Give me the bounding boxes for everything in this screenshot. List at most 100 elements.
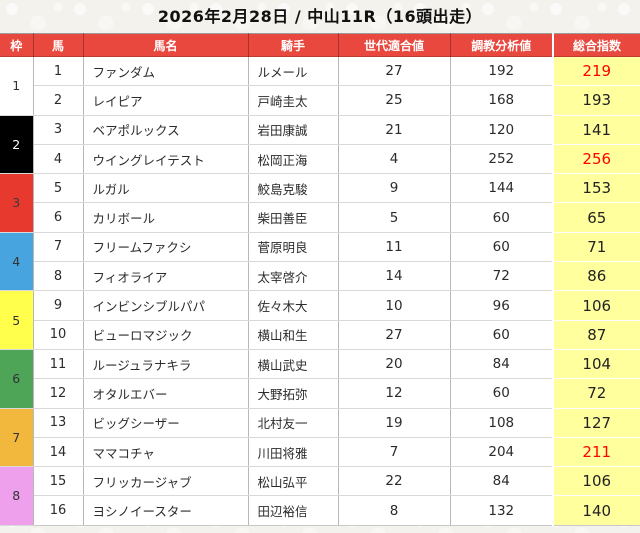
page-title: 2026年2月28日 / 中山11R（16頭出走） — [157, 7, 483, 26]
horse-name-cell: ビューロマジック — [82, 319, 249, 350]
table-row: 8 15 フリッカージャブ 松山弘平 22 84 106 — [0, 466, 640, 526]
col-header-horse: 馬 — [32, 33, 84, 57]
total-index-cell: 87 — [552, 319, 640, 350]
horse-number-cell: 6 — [32, 202, 84, 233]
training-value-cell: 204 — [449, 436, 554, 468]
training-value-cell: 192 — [449, 55, 554, 87]
total-index-cell: 153 — [552, 173, 640, 204]
frame-cell: 2 — [0, 114, 34, 175]
training-value-cell: 120 — [449, 114, 554, 145]
horse-name-cell: フリームファクシ — [82, 231, 249, 263]
generation-value-cell: 11 — [337, 231, 451, 263]
jockey-cell: 戸崎圭太 — [247, 85, 339, 116]
horse-name-cell: フリッカージャブ — [82, 466, 249, 497]
generation-value-cell: 5 — [337, 202, 451, 233]
frame-cell: 5 — [0, 290, 34, 350]
total-index-cell: 219 — [552, 55, 640, 87]
frame-cell: 4 — [0, 231, 34, 292]
training-value-cell: 60 — [449, 319, 554, 350]
generation-value-cell: 25 — [337, 85, 451, 116]
horse-number-cell: 16 — [32, 495, 84, 526]
training-value-cell: 60 — [449, 378, 554, 409]
frame-cell: 1 — [0, 56, 34, 116]
frame-cell: 8 — [0, 466, 34, 526]
table-row: 1 1 ファンダム ルメール 27 192 219 — [0, 55, 640, 116]
horse-number-cell: 15 — [32, 466, 84, 497]
training-value-cell: 60 — [449, 231, 554, 263]
col-header-name: 馬名 — [82, 33, 249, 57]
horse-number-cell: 13 — [32, 407, 84, 438]
jockey-cell: 菅原明良 — [247, 231, 339, 263]
horse-number-cell: 11 — [32, 348, 84, 380]
horse-number-cell: 3 — [32, 114, 84, 145]
training-value-cell: 168 — [449, 85, 554, 116]
table-row: 4 ウイングレイテスト 松岡正海 4 252 256 — [0, 143, 640, 175]
jockey-cell: 佐々木大 — [247, 290, 339, 321]
table-header-row: 枠 馬 馬名 騎手 世代適合値 調教分析値 総合指数 — [0, 33, 640, 57]
horse-name-cell: インビンシブルパパ — [82, 290, 249, 321]
total-index-cell: 256 — [552, 143, 640, 175]
jockey-cell: 川田将雅 — [247, 436, 339, 468]
total-index-cell: 140 — [552, 495, 640, 526]
jockey-cell: 岩田康誠 — [247, 114, 339, 145]
generation-value-cell: 8 — [337, 495, 451, 526]
total-index-cell: 127 — [552, 407, 640, 438]
jockey-cell: 田辺裕信 — [247, 495, 339, 526]
generation-value-cell: 27 — [337, 55, 451, 87]
generation-value-cell: 4 — [337, 143, 451, 175]
horse-name-cell: ルージュラナキラ — [82, 348, 249, 380]
col-header-frame: 枠 — [0, 33, 34, 57]
generation-value-cell: 21 — [337, 114, 451, 145]
training-value-cell: 108 — [449, 407, 554, 438]
total-index-cell: 106 — [552, 290, 640, 321]
generation-value-cell: 19 — [337, 407, 451, 438]
table-row: 6 カリボール 柴田善臣 5 60 65 — [0, 202, 640, 233]
table-row: 14 ママコチャ 川田将雅 7 204 211 — [0, 436, 640, 468]
training-value-cell: 84 — [449, 466, 554, 497]
table-row: 6 11 ルージュラナキラ 横山武史 20 84 104 — [0, 348, 640, 409]
horse-name-cell: ルガル — [82, 173, 249, 204]
horse-name-cell: ベアポルックス — [82, 114, 249, 145]
jockey-cell: 太宰啓介 — [247, 261, 339, 292]
frame-cell: 3 — [0, 173, 34, 233]
total-index-cell: 141 — [552, 114, 640, 145]
generation-value-cell: 22 — [337, 466, 451, 497]
horse-name-cell: ウイングレイテスト — [82, 143, 249, 175]
table-row: 7 13 ビッグシーザー 北村友一 19 108 127 — [0, 407, 640, 468]
jockey-cell: 北村友一 — [247, 407, 339, 438]
training-value-cell: 96 — [449, 290, 554, 321]
training-value-cell: 72 — [449, 261, 554, 292]
training-value-cell: 144 — [449, 173, 554, 204]
horse-number-cell: 12 — [32, 378, 84, 409]
race-table: 枠 馬 馬名 騎手 世代適合値 調教分析値 総合指数 1 1 ファンダム ルメー… — [0, 33, 640, 526]
horse-number-cell: 7 — [32, 231, 84, 263]
jockey-cell: 柴田善臣 — [247, 202, 339, 233]
total-index-cell: 71 — [552, 231, 640, 263]
table-row: 8 フィオライア 太宰啓介 14 72 86 — [0, 261, 640, 292]
jockey-cell: 松山弘平 — [247, 466, 339, 497]
generation-value-cell: 12 — [337, 378, 451, 409]
horse-number-cell: 8 — [32, 261, 84, 292]
horse-number-cell: 4 — [32, 143, 84, 175]
total-index-cell: 72 — [552, 378, 640, 409]
horse-number-cell: 5 — [32, 173, 84, 204]
frame-cell: 6 — [0, 348, 34, 409]
table-row: 5 9 インビンシブルパパ 佐々木大 10 96 106 — [0, 290, 640, 350]
total-index-cell: 86 — [552, 261, 640, 292]
training-value-cell: 60 — [449, 202, 554, 233]
generation-value-cell: 7 — [337, 436, 451, 468]
table-row: 4 7 フリームファクシ 菅原明良 11 60 71 — [0, 231, 640, 292]
horse-number-cell: 10 — [32, 319, 84, 350]
total-index-cell: 104 — [552, 348, 640, 380]
col-header-gen: 世代適合値 — [337, 33, 451, 57]
horse-number-cell: 9 — [32, 290, 84, 321]
horse-number-cell: 2 — [32, 85, 84, 116]
jockey-cell: 松岡正海 — [247, 143, 339, 175]
horse-name-cell: ママコチャ — [82, 436, 249, 468]
generation-value-cell: 9 — [337, 173, 451, 204]
training-value-cell: 252 — [449, 143, 554, 175]
horse-name-cell: オタルエバー — [82, 378, 249, 409]
horse-name-cell: レイピア — [82, 85, 249, 116]
table-row: 3 5 ルガル 鮫島克駿 9 144 153 — [0, 173, 640, 233]
training-value-cell: 84 — [449, 348, 554, 380]
